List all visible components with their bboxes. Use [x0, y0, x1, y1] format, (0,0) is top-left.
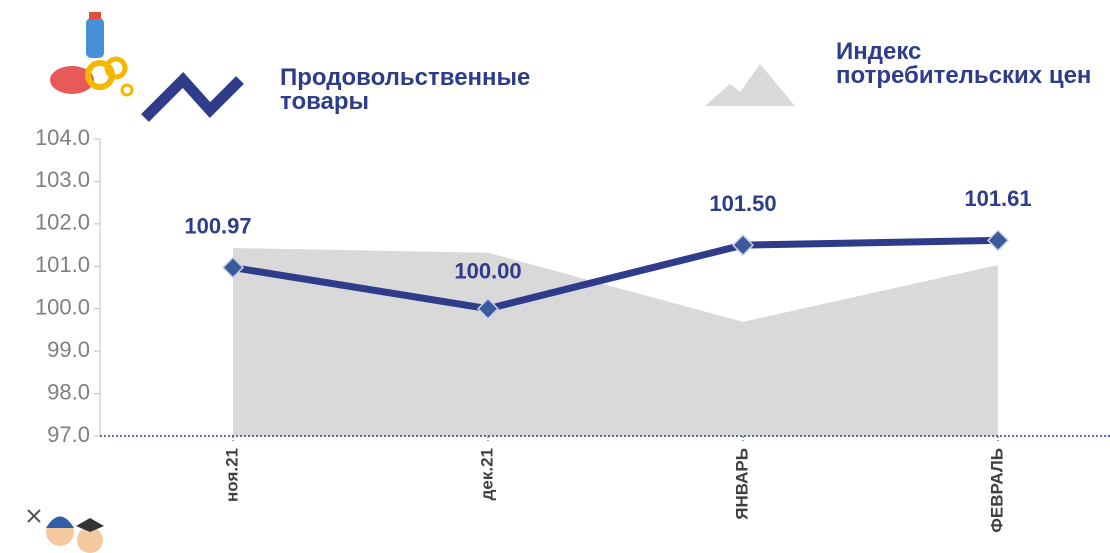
y-tick-label: 103.0: [35, 167, 90, 192]
value-label: 101.50: [709, 191, 776, 216]
y-tick-label: 99.0: [47, 337, 90, 362]
marker: [986, 229, 1010, 252]
marker: [731, 234, 755, 257]
people-icon: [27, 509, 104, 553]
x-tick-label: дек.21: [477, 448, 496, 500]
y-tick-label: 100.0: [35, 295, 90, 320]
y-tick-label: 101.0: [35, 252, 90, 277]
value-label: 100.97: [184, 213, 251, 238]
food-icon: [50, 12, 134, 97]
marker: [476, 297, 500, 320]
y-tick-label: 98.0: [47, 379, 90, 404]
y-tick-label: 104.0: [35, 125, 90, 150]
legend-glyph: [141, 72, 244, 122]
legend-label: Продовольственные товары: [280, 64, 531, 115]
legend-label: Индекс потребительских цен: [836, 38, 1092, 89]
x-tick-label: ноя.21: [222, 448, 241, 502]
y-tick-label: 102.0: [35, 210, 90, 235]
line: [232, 236, 999, 313]
x-tick-label: ЯНВАРЬ: [732, 448, 751, 520]
x-tick-label: ФЕВРАЛЬ: [987, 448, 1006, 533]
marker: [221, 256, 245, 279]
y-tick-label: 97.0: [47, 422, 90, 447]
legend-glyph: [705, 64, 795, 106]
value-label: 100.00: [454, 259, 521, 284]
value-label: 101.61: [964, 186, 1031, 211]
